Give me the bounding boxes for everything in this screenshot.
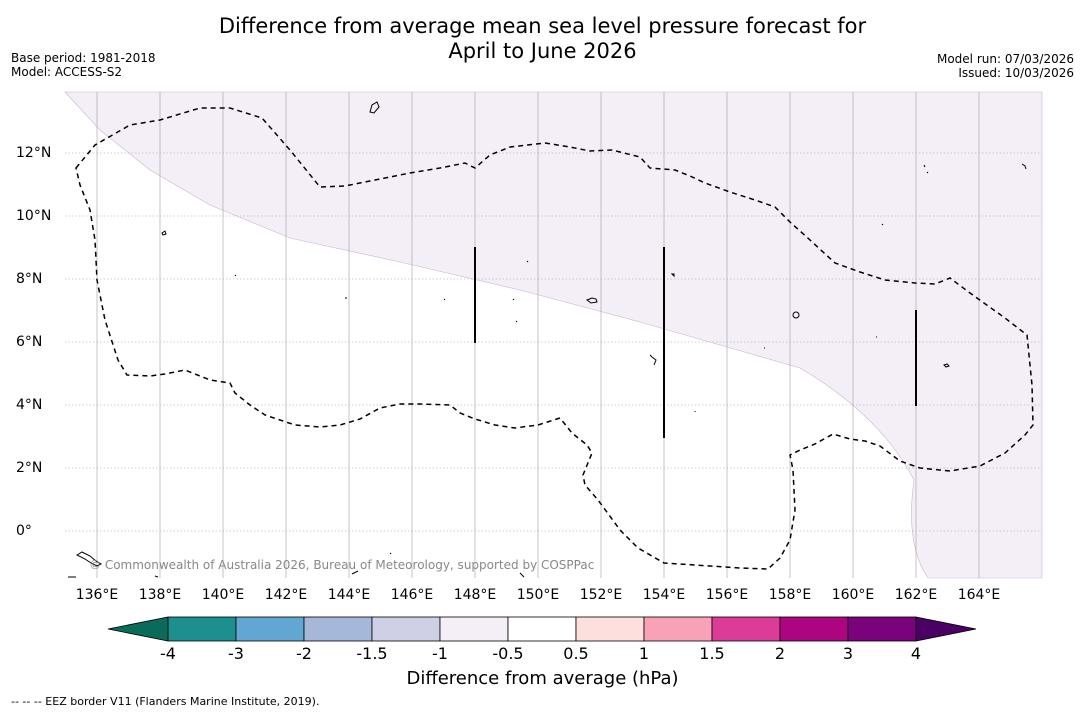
colorbar-label: Difference from average (hPa) [406,668,679,689]
x-tick-label: 142°E [264,587,308,603]
colorbar-tick-label: -1 [432,644,448,663]
model-name: Model: ACCESS-S2 [11,65,123,79]
copyright-credit: © Commonwealth of Australia 2026, Bureau… [89,558,595,572]
model-run: Model run: 07/03/2026 [936,52,1074,66]
island-outlines [68,101,1027,578]
issued-date: Issued: 10/03/2026 [958,66,1074,80]
x-tick-label: 156°E [705,587,749,603]
y-tick-label: 10°N [16,208,52,224]
colorbar-tick-label: 0.5 [563,644,589,663]
metadata-left: Base period: 1981-2018 Model: ACCESS-S2 [11,51,156,79]
x-tick-label: 146°E [390,587,434,603]
x-tick-label: 150°E [516,587,560,603]
colorbar-tick-label: 2 [774,644,786,663]
colorbar-tick-label: 1 [638,644,650,663]
colorbar-tick-label: -2 [296,644,312,663]
x-tick-label: 148°E [453,587,497,603]
x-tick-label: 164°E [957,587,1001,603]
x-tick-label: 160°E [831,587,875,603]
x-tick-label: 152°E [579,587,623,603]
vertical-markers [474,247,917,438]
base-period: Base period: 1981-2018 [11,51,156,65]
y-tick-label: 8°N [16,271,43,287]
y-tick-label: 6°N [16,334,43,350]
x-tick-label: 144°E [327,587,371,603]
colorbar-tick-label: 1.5 [699,644,725,663]
x-tick-label: 138°E [138,587,182,603]
x-tick-label: 136°E [75,587,119,603]
x-tick-label: 158°E [768,587,812,603]
y-tick-label: 0° [16,523,32,539]
y-tick-label: 4°N [16,397,43,413]
metadata-right: Model run: 07/03/2026 Issued: 10/03/2026 [937,52,1074,80]
title-line-1: Difference from average mean sea level p… [218,14,867,38]
colorbar-tick-label: -0.5 [492,644,524,663]
eez-footnote: -- -- -- EEZ border V11 (Flanders Marine… [11,695,320,708]
x-tick-label: 154°E [642,587,686,603]
y-tick-label: 2°N [16,460,43,476]
colorbar-tick-label: 4 [910,644,922,663]
colorbar-tick-label: -4 [160,644,176,663]
title-line-2: April to June 2026 [448,39,637,63]
map-title: Difference from average mean sea level p… [0,14,1085,64]
colorbar-tick-label: 3 [842,644,854,663]
colorbar-tick-label: -3 [228,644,244,663]
x-tick-label: 140°E [201,587,245,603]
y-tick-label: 12°N [16,145,52,161]
colorbar-tick-label: -1.5 [356,644,388,663]
pressure-anomaly-region [64,91,1043,579]
x-tick-label: 162°E [894,587,938,603]
